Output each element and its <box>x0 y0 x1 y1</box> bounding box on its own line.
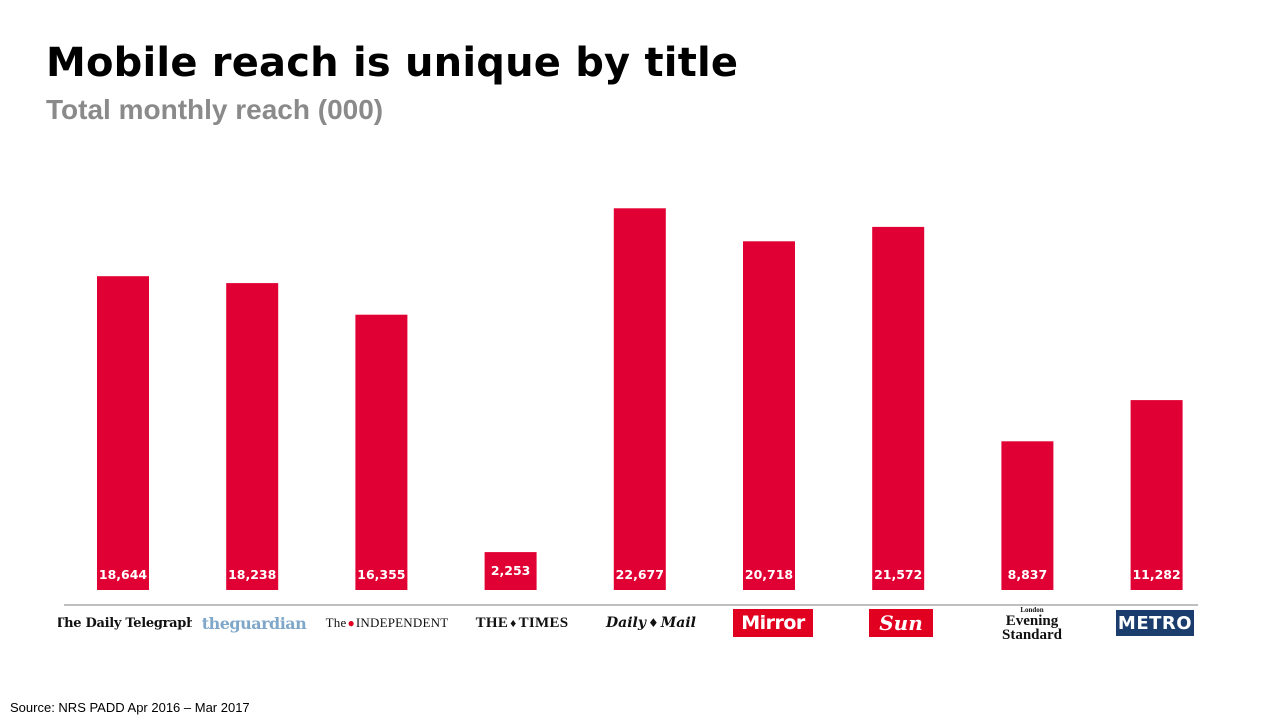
logo-telegraph: The Daily Telegraph <box>58 615 192 631</box>
logo-standard-small: London <box>1020 606 1044 614</box>
logo-mail-left: Daily <box>606 615 646 631</box>
page-subtitle: Total monthly reach (000) <box>46 94 384 125</box>
logo-independent-name: INDEPENDENT <box>355 615 449 630</box>
logo-independent-the: The <box>325 615 347 630</box>
bar-3 <box>355 314 408 590</box>
bar-8 <box>1001 441 1054 590</box>
bar-value-label-3: 16,355 <box>357 567 405 582</box>
bar-1 <box>97 276 149 590</box>
logo-mail-right: Mail <box>660 615 696 631</box>
logo-standard-line1: Evening <box>1005 613 1059 629</box>
logo-evening-standard: London Evening Standard <box>994 604 1070 644</box>
logo-times: THE ♦ TIMES <box>460 606 584 640</box>
eagle-icon: ● <box>347 615 355 630</box>
logo-metro: METRO <box>1116 610 1194 636</box>
logo-sun: Sun <box>869 609 933 637</box>
bar-2 <box>226 283 279 590</box>
bar-value-label-5: 22,677 <box>616 567 664 582</box>
bar-4 <box>484 552 537 590</box>
bar-value-label-9: 11,282 <box>1132 567 1180 582</box>
logo-daily-mail: Daily ♦ Mail <box>592 606 710 640</box>
logo-times-left: THE <box>475 614 509 631</box>
logo-guardian: theguardian <box>201 613 307 633</box>
bar-value-label-7: 21,572 <box>874 567 922 582</box>
source-note: Source: NRS PADD Apr 2016 – Mar 2017 <box>10 700 250 715</box>
bar-6 <box>743 241 795 591</box>
bar-5 <box>613 208 666 591</box>
bar-9 <box>1130 400 1183 590</box>
logo-standard-line2: Standard <box>1001 627 1063 643</box>
bar-value-label-6: 20,718 <box>745 567 793 582</box>
crest-icon: ♦ <box>648 616 659 630</box>
bar-value-label-2: 18,238 <box>228 567 276 582</box>
crest-icon: ♦ <box>510 615 517 630</box>
logo-times-right: TIMES <box>518 614 569 631</box>
page-title: Mobile reach is unique by title <box>46 40 739 86</box>
logo-independent: The ● INDEPENDENT <box>318 606 456 640</box>
bar-7 <box>872 226 925 590</box>
bars-group <box>97 208 1183 591</box>
bar-value-label-1: 18,644 <box>99 567 148 582</box>
bar-value-label-8: 8,837 <box>1008 567 1048 582</box>
bar-value-label-4: 2,253 <box>491 563 531 578</box>
bar-labels-group: 18,644 18,238 16,355 2,253 22,677 20,718 21,57… <box>99 563 1181 582</box>
logo-mirror: Mirror <box>733 609 813 637</box>
